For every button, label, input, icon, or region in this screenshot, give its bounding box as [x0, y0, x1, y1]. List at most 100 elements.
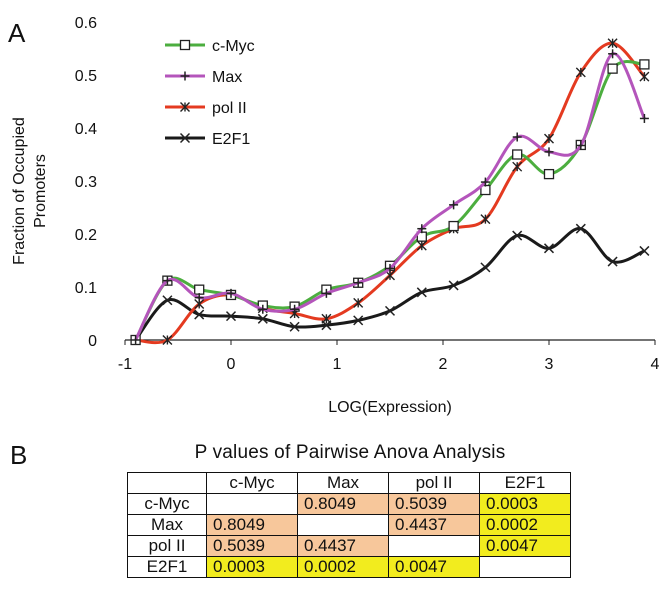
- data-point-e2f1: [384, 305, 396, 316]
- legend-label-c-myc: c-Myc: [212, 38, 255, 55]
- x-tick-label: 3: [545, 356, 554, 373]
- legend-item-c-myc: c-Myc: [165, 38, 255, 55]
- table-row: pol II 0.5039 0.4437 0.0047: [127, 535, 571, 557]
- x-tick-label: 2: [439, 356, 448, 373]
- data-point-e2f1: [194, 309, 205, 320]
- x-axis-label: LOG(Expression): [328, 399, 452, 416]
- data-point-max: [480, 177, 490, 187]
- legend-marker-c-myc: [179, 39, 191, 51]
- data-point-max: [321, 288, 331, 298]
- y-tick-label: 0.5: [75, 68, 97, 85]
- pvalue-cell: 0.5039: [388, 493, 480, 515]
- y-tick-label: 0.1: [75, 280, 97, 297]
- pvalue-table: c-Myc Max pol II E2F1 c-Myc 0.8049 0.5039 0.000…: [127, 472, 571, 578]
- column-header: pol II: [388, 472, 480, 494]
- column-header: Max: [297, 472, 389, 494]
- data-point-max: [194, 293, 204, 303]
- data-point-max: [512, 132, 522, 142]
- x-tick-label: 0: [227, 356, 236, 373]
- series-e2f1: [130, 223, 650, 346]
- row-header: E2F1: [127, 556, 207, 578]
- row-header: Max: [127, 514, 207, 536]
- y-tick-label: 0.3: [75, 174, 97, 191]
- data-point-pol-ii: [321, 313, 332, 324]
- pvalue-cell: [479, 556, 571, 578]
- row-header: c-Myc: [127, 493, 207, 515]
- data-point-e2f1: [289, 321, 300, 332]
- legend-label-e2f1: E2F1: [212, 131, 250, 148]
- data-point-pol-ii: [162, 335, 173, 345]
- data-point-max: [449, 200, 459, 210]
- pvalue-cell: 0.0002: [479, 514, 571, 536]
- data-point-pol-ii: [512, 161, 523, 172]
- data-point-max: [385, 263, 395, 273]
- data-point-e2f1: [257, 313, 268, 324]
- y-axis-label: Fraction of Occupied Promoters: [11, 117, 49, 265]
- data-point-max: [544, 147, 554, 157]
- data-point-c-myc: [543, 168, 555, 180]
- panel-a-label: A: [8, 18, 26, 48]
- x-tick-label: 4: [651, 356, 660, 373]
- chart-series-group: [130, 38, 650, 346]
- legend-marker-max: [180, 71, 190, 81]
- row-header: pol II: [127, 535, 207, 557]
- panel-b-label: B: [10, 440, 28, 470]
- data-point-c-myc: [448, 220, 459, 232]
- legend-item-e2f1: E2F1: [165, 131, 250, 148]
- series-line-max: [134, 52, 646, 341]
- pvalue-cell: 0.0047: [479, 535, 571, 557]
- data-point-e2f1: [575, 223, 586, 234]
- chart-legend: c-Myc Max pol II E2F1: [165, 38, 255, 148]
- pvalue-cell: 0.0003: [479, 493, 571, 515]
- data-point-pol-ii: [639, 71, 650, 82]
- series-max: [131, 49, 649, 345]
- x-tick-label: -1: [118, 356, 132, 373]
- y-tick-label: 0.2: [75, 227, 97, 244]
- data-point-e2f1: [448, 280, 459, 291]
- data-point-c-myc: [512, 149, 523, 160]
- data-point-e2f1: [607, 256, 618, 267]
- table-row: Max 0.8049 0.4437 0.0002: [127, 514, 571, 536]
- data-point-max: [417, 224, 427, 234]
- column-header: E2F1: [479, 472, 571, 494]
- pvalue-cell: 0.0003: [206, 556, 298, 578]
- table-header-row: c-Myc Max pol II E2F1: [127, 472, 571, 494]
- data-point-c-myc: [607, 63, 618, 74]
- series-line-e2f1: [134, 227, 646, 341]
- data-point-max: [576, 140, 586, 150]
- data-point-pol-ii: [480, 214, 491, 225]
- pvalue-cell: 0.0002: [297, 556, 389, 578]
- y-tick-label: 0.6: [75, 15, 97, 32]
- pvalue-cell: 0.5039: [206, 535, 298, 557]
- data-point-e2f1: [162, 295, 173, 306]
- pvalue-cell: 0.0047: [388, 556, 480, 578]
- data-point-max: [608, 49, 618, 59]
- data-point-max: [162, 276, 172, 286]
- data-point-e2f1: [512, 230, 523, 241]
- pvalue-cell: 0.4437: [388, 514, 480, 536]
- column-header: c-Myc: [206, 472, 298, 494]
- table-row: c-Myc 0.8049 0.5039 0.0003: [127, 493, 571, 515]
- legend-marker-e2f1: [179, 132, 191, 144]
- table-row: E2F1 0.0003 0.0002 0.0047: [127, 556, 571, 578]
- data-point-pol-ii: [353, 297, 364, 308]
- data-point-max: [226, 288, 236, 298]
- data-point-c-myc: [194, 284, 205, 295]
- data-point-max: [639, 113, 649, 123]
- pvalue-cell: [297, 514, 389, 536]
- data-point-e2f1: [480, 262, 491, 273]
- data-point-pol-ii: [607, 38, 618, 49]
- legend-item-pol-ii: pol II: [165, 100, 247, 117]
- data-point-e2f1: [353, 315, 364, 326]
- y-tick-label: 0.4: [75, 121, 97, 138]
- pvalue-cell: [206, 493, 298, 515]
- y-tick-label: 0: [88, 333, 97, 350]
- data-point-max: [353, 278, 363, 288]
- data-point-max: [131, 335, 141, 345]
- data-point-max: [258, 304, 268, 314]
- data-point-pol-ii: [416, 240, 427, 251]
- legend-marker-pol-ii: [180, 102, 190, 112]
- data-point-e2f1: [639, 245, 650, 256]
- legend-label-pol-ii: pol II: [212, 100, 247, 117]
- data-point-c-myc: [639, 59, 650, 70]
